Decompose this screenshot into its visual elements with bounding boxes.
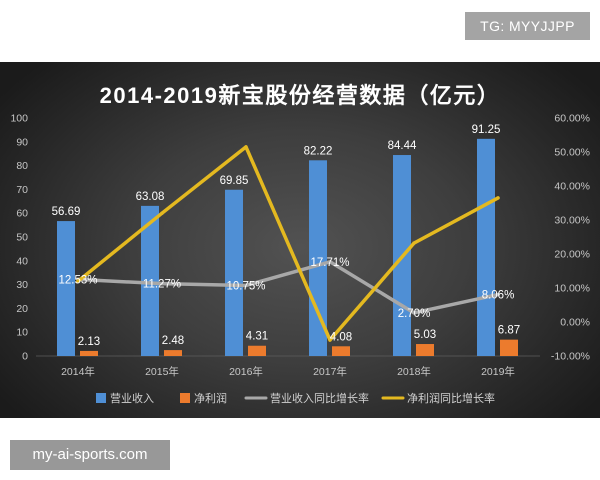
net-profit-growth-line — [76, 145, 500, 342]
legend-revenue-label: 营业收入 — [110, 391, 154, 405]
data-labels: 56.69 63.08 69.85 82.22 84.44 91.25 2.13 2.48 4.… — [52, 124, 521, 348]
y-right-tick-label: 20.00% — [554, 249, 590, 261]
y-left-tick-label: 90 — [16, 136, 28, 148]
y-right-tick-label: 0.00% — [560, 317, 590, 329]
revenue-data-label: 84.44 — [388, 140, 417, 152]
net-profit-growth-point — [496, 196, 500, 200]
legend: 营业收入 净利润 营业收入同比增长率 净利润同比增长率 — [96, 391, 495, 405]
net-profit-bar — [416, 344, 434, 356]
net-profit-bar — [332, 346, 350, 356]
y-left-tick-label: 40 — [16, 255, 28, 267]
x-tick-label: 2014年 — [61, 365, 95, 378]
revenue-data-label: 91.25 — [472, 124, 501, 136]
y-left-tick-label: 10 — [16, 327, 28, 339]
net-profit-data-label: 5.03 — [414, 329, 436, 341]
chart-panel: 0 10 20 30 40 50 60 70 80 90 100 -10.00% 0.00% 10.00%… — [0, 62, 600, 418]
revenue-growth-data-label: 11.27% — [143, 279, 181, 291]
y-right-tick-label: -10.00% — [551, 351, 590, 363]
net-profit-growth-point — [76, 279, 80, 283]
y-right-tick-label: 10.00% — [554, 283, 590, 295]
net-profit-data-label: 6.87 — [498, 325, 520, 337]
y-right-tick-label: 40.00% — [554, 181, 590, 193]
y-left-tick-label: 70 — [16, 184, 28, 196]
revenue-growth-data-label: 2.70% — [398, 308, 431, 320]
net-profit-data-label: 2.13 — [78, 336, 100, 348]
net-profit-data-label: 4.08 — [330, 331, 352, 343]
y-left-tick-label: 0 — [22, 351, 28, 363]
net-profit-data-label: 2.48 — [162, 335, 184, 347]
net-profit-bar — [500, 339, 518, 356]
net-profit-bar — [80, 350, 98, 356]
y-right-tick-label: 30.00% — [554, 215, 590, 227]
x-tick-label: 2017年 — [313, 365, 347, 378]
revenue-growth-point — [496, 292, 500, 297]
y-right-tick-label: 50.00% — [554, 147, 590, 159]
revenue-bar — [477, 138, 495, 356]
y-left-tick-label: 60 — [16, 208, 28, 220]
y-left-tick-label: 100 — [10, 113, 28, 125]
y-left-tick-label: 30 — [16, 279, 28, 291]
revenue-bar — [141, 205, 159, 356]
revenue-growth-point — [412, 311, 416, 315]
net-profit-growth-point — [412, 241, 416, 245]
x-tick-label: 2015年 — [145, 365, 179, 378]
y-right-tick-label: 60.00% — [554, 113, 590, 125]
revenue-growth-point — [244, 283, 248, 288]
bars — [57, 138, 518, 356]
x-tick-label: 2019年 — [481, 365, 515, 378]
y-left-tick-label: 20 — [16, 303, 28, 315]
revenue-data-label: 56.69 — [52, 206, 81, 218]
axes: 0 10 20 30 40 50 60 70 80 90 100 -10.00% 0.00% 10.00%… — [10, 113, 590, 379]
revenue-bar — [309, 160, 327, 356]
net-profit-growth-point — [328, 338, 332, 342]
combo-chart: 0 10 20 30 40 50 60 70 80 90 100 -10.00% 0.00% 10.00%… — [10, 113, 590, 406]
legend-net-profit-swatch — [180, 393, 190, 403]
net-profit-bar — [248, 345, 266, 356]
revenue-data-label: 69.85 — [220, 175, 249, 187]
chart-title: 2014-2019新宝股份经营数据（亿元） — [99, 83, 501, 108]
y-left-tick-label: 50 — [16, 232, 28, 244]
lines — [76, 145, 500, 342]
revenue-growth-data-label: 12.53% — [58, 274, 97, 286]
revenue-growth-data-label: 17.71% — [310, 257, 349, 269]
revenue-growth-point — [328, 260, 332, 264]
revenue-growth-line — [76, 260, 500, 315]
revenue-growth-data-label: 10.75% — [226, 280, 265, 292]
legend-revenue-swatch — [96, 393, 106, 403]
net-profit-data-label: 4.31 — [246, 331, 268, 343]
legend-revenue-growth-label: 营业收入同比增长率 — [270, 391, 369, 405]
net-profit-bar — [164, 350, 182, 356]
x-tick-label: 2018年 — [397, 365, 431, 378]
y-left-tick-label: 80 — [16, 160, 28, 172]
x-tick-label: 2016年 — [229, 365, 263, 378]
legend-net-profit-label: 净利润 — [194, 391, 227, 405]
revenue-bar — [57, 221, 75, 356]
watermark-badge-bottom: my-ai-sports.com — [10, 440, 170, 470]
revenue-data-label: 63.08 — [136, 191, 165, 203]
revenue-data-label: 82.22 — [304, 145, 333, 157]
net-profit-growth-point — [244, 145, 248, 149]
watermark-badge-top: TG: MYYJJPP — [465, 12, 590, 40]
revenue-growth-data-label: 8.06% — [482, 290, 515, 302]
revenue-growth-point — [160, 281, 164, 286]
legend-net-profit-growth-label: 净利润同比增长率 — [407, 391, 495, 405]
net-profit-growth-point — [160, 211, 164, 215]
revenue-bar — [225, 189, 243, 356]
